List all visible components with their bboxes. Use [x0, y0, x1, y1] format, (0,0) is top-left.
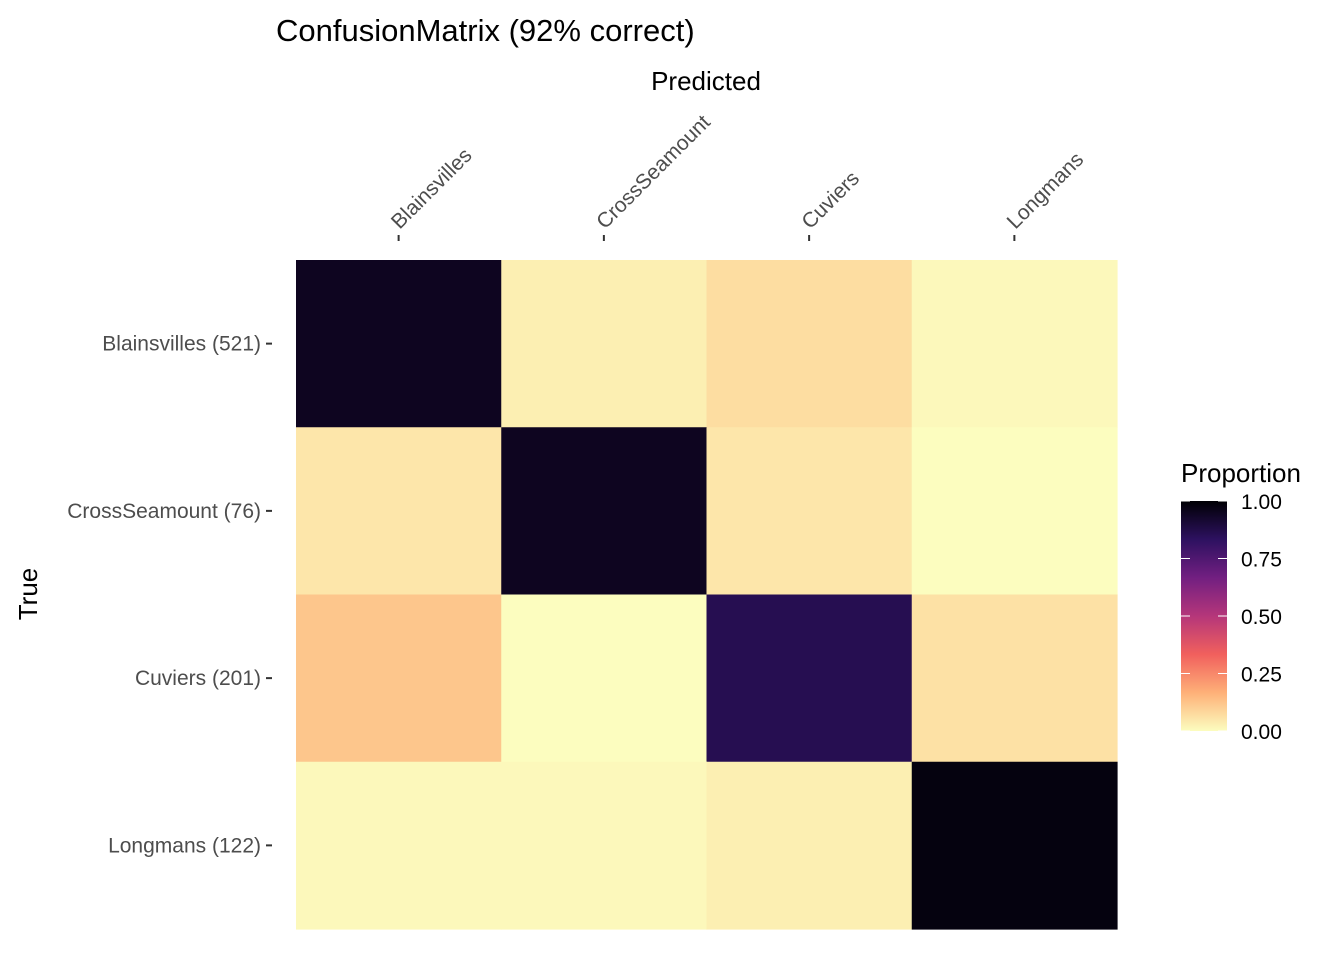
y-axis-title: True: [13, 568, 43, 621]
legend-tick-label: 0.75: [1241, 549, 1282, 572]
heatmap-cell: [296, 761, 502, 930]
y-tick-label: Cuviers (201): [135, 667, 261, 690]
legend-ticks: 1.00 0.75 0.50 0.25 0.00: [1181, 491, 1282, 744]
heatmap-cell: [296, 260, 502, 428]
x-axis-ticks: Blainsvilles CrossSeamount Cuviers Longmans: [387, 111, 1088, 241]
x-tick-label: Cuviers: [797, 167, 864, 234]
heatmap-cells: [296, 260, 1118, 930]
y-tick-label: CrossSeamount (76): [67, 500, 261, 523]
y-axis-ticks: Blainsvilles (521) CrossSeamount (76) Cuvi…: [67, 333, 272, 857]
heatmap-cell: [706, 427, 913, 596]
x-tick-label: Blainsvilles: [387, 144, 477, 234]
x-axis-title: Predicted: [651, 66, 761, 96]
x-tick-label: Longmans: [1003, 148, 1089, 234]
legend-title: Proportion: [1181, 458, 1301, 488]
y-tick-label: Longmans (122): [108, 834, 261, 857]
legend-tick-label: 0.25: [1241, 664, 1282, 687]
heatmap-cell: [501, 427, 708, 596]
heatmap-cell: [296, 594, 502, 763]
chart-title: ConfusionMatrix (92% correct): [276, 13, 695, 48]
heatmap-cell: [911, 761, 1118, 930]
heatmap-cell: [296, 427, 502, 596]
legend-tick-label: 1.00: [1241, 491, 1282, 514]
heatmap-cell: [501, 260, 708, 428]
heatmap-cell: [911, 594, 1118, 763]
heatmap-cell: [706, 260, 913, 428]
x-tick-label: CrossSeamount: [592, 111, 715, 234]
heatmap-cell: [911, 260, 1118, 428]
heatmap-cell: [501, 761, 708, 930]
legend-tick-label: 0.50: [1241, 606, 1282, 629]
legend-tick-label: 0.00: [1241, 721, 1282, 744]
heatmap-cell: [706, 594, 913, 763]
color-legend: Proportion 1.00 0.75 0.50 0.25 0.00: [1181, 458, 1301, 744]
heatmap-cell: [911, 427, 1118, 596]
y-tick-label: Blainsvilles (521): [102, 333, 261, 356]
heatmap-cell: [706, 761, 913, 930]
heatmap-cell: [501, 594, 708, 763]
